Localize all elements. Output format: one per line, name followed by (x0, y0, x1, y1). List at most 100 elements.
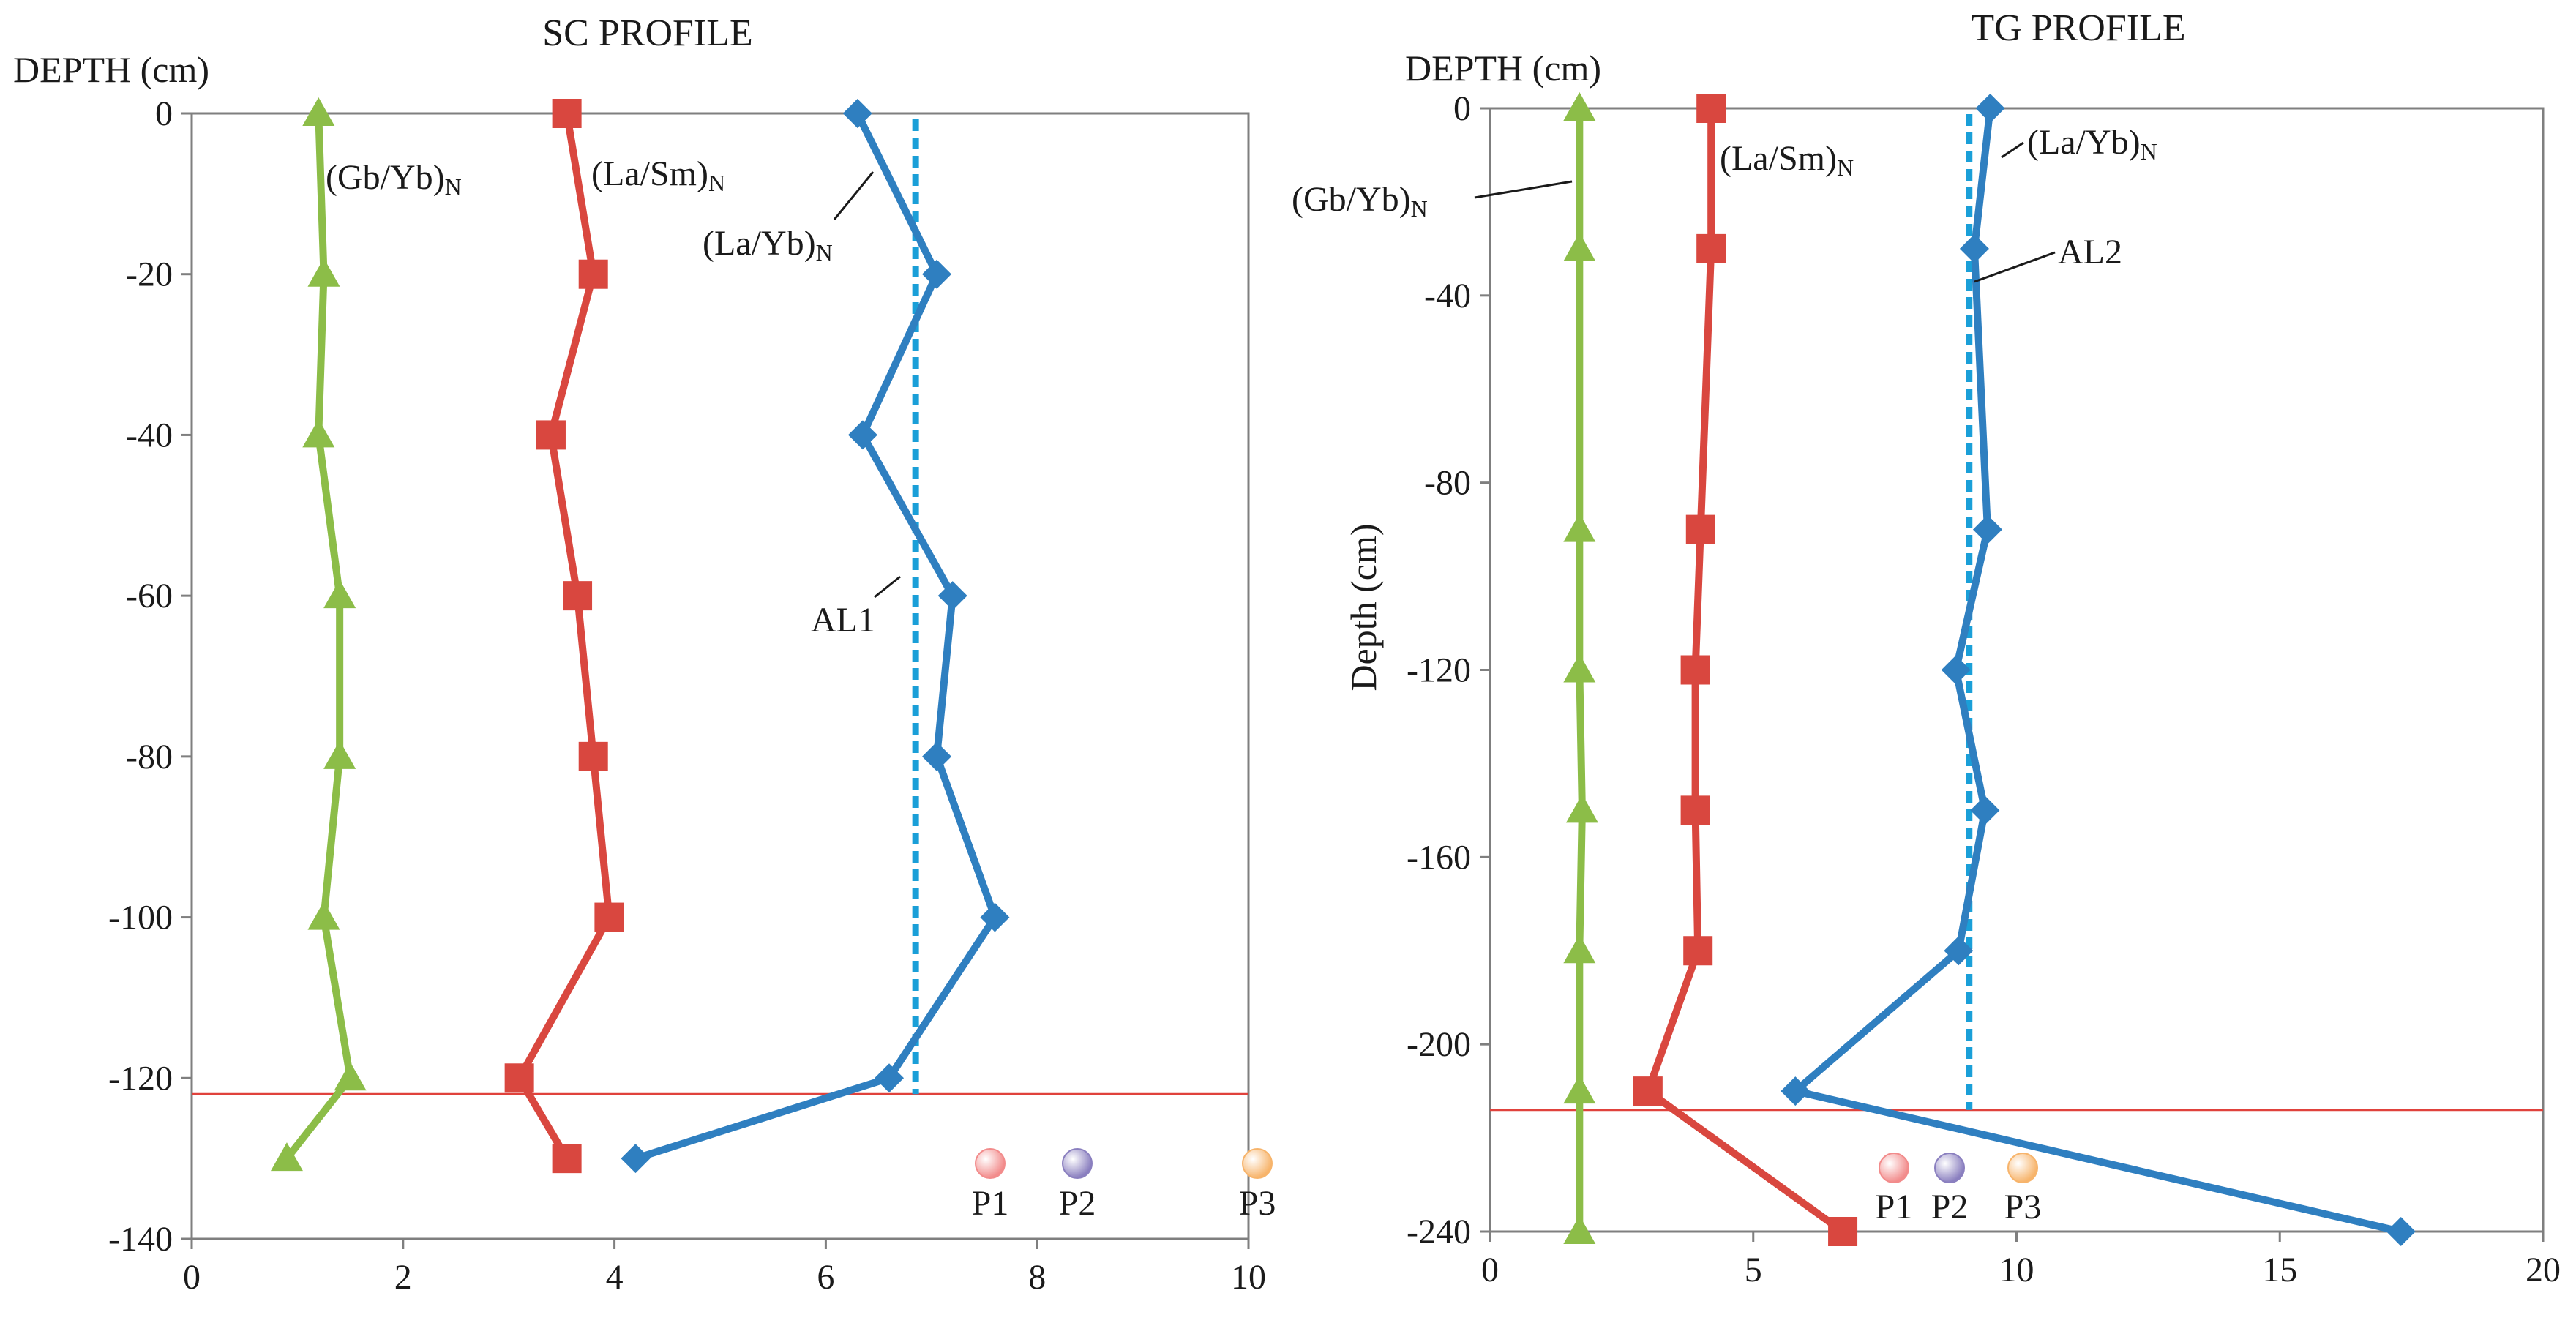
tg-label-la-yb: (La/Yb)N (2027, 123, 2157, 165)
tg-x-tick-label: 5 (1745, 1251, 1762, 1289)
sc-label-la-sm: (La/Sm)N (591, 154, 725, 196)
sc-label-la-yb: (La/Yb)N (703, 224, 833, 266)
sc-series-la_yb-point (922, 259, 952, 289)
tg-plot-area: 0 -40 -80 -120 -160 -200 -240 0 5 10 15 20 (1407, 89, 2561, 1289)
tg-series-gb-line (1576, 105, 1586, 1235)
sc-y-tick-label: -120 (108, 1059, 173, 1098)
sc-series-gb-point (307, 901, 340, 930)
sc-label-al1: AL1 (811, 601, 875, 640)
tg-series-la_yb-point (1975, 94, 2005, 123)
sc-series-la_sm-point (536, 420, 566, 450)
sc-chart-title: SC PROFILE (542, 12, 753, 54)
sc-legend-p1-label: P1 (972, 1184, 1009, 1223)
tg-series-la_yb-point (1941, 655, 1971, 685)
sc-series-la_sm-point (578, 741, 608, 771)
tg-series-gb-point (1563, 232, 1596, 261)
tg-series-la_yb-point (2386, 1217, 2416, 1246)
sc-series-la_yb-point (847, 420, 877, 450)
sc-plot-area: 0 -20 -40 -60 -80 -100 -120 -140 0 2 4 6 8 10 (108, 94, 1266, 1297)
sc-y-tick-label: -20 (126, 255, 173, 294)
tg-series-la_sm-point (1683, 936, 1713, 966)
sc-series-la_yb-point (922, 741, 952, 771)
sc-x-tick-label: 8 (1028, 1258, 1046, 1297)
tg-la-yb-leader-line (2001, 141, 2024, 159)
tg-series-gb-point (1563, 653, 1596, 683)
sc-series-gb-point (302, 419, 335, 448)
tg-plot-frame (1489, 107, 2545, 1233)
tg-y-tick-label: 0 (1453, 89, 1471, 128)
tg-legend-p3-label: P3 (2004, 1188, 2042, 1226)
tg-x-tick-label: 20 (2526, 1251, 2561, 1289)
tg-series-la_yb-point (1944, 936, 1974, 966)
sc-legend-p3-marker (1242, 1148, 1273, 1179)
sc-series-la_yb-point (980, 902, 1010, 932)
tg-series-la_sm-point (1680, 655, 1710, 685)
tg-legend-p3-marker (2007, 1153, 2038, 1183)
tg-series-la_sm-point (1696, 233, 1726, 263)
sc-series-la_yb-point (875, 1063, 905, 1093)
sc-y-axis-label: DEPTH (cm) (13, 49, 209, 90)
sc-series-la_yb-point (842, 99, 872, 128)
tg-series-la_yb-point (1781, 1076, 1811, 1106)
sc-series-la_sm-point (594, 902, 624, 932)
sc-la-yb-leader-line (833, 171, 875, 220)
sc-series-gb-point (334, 1062, 367, 1091)
tg-y-tick-label: -80 (1424, 464, 1471, 503)
tg-series-gb-point (1563, 92, 1596, 121)
sc-legend-p3-label: P3 (1239, 1184, 1276, 1223)
tg-y-tick-label: -200 (1407, 1025, 1471, 1064)
sc-series-gb-point (302, 97, 335, 126)
sc-series-la_sm-point (563, 581, 593, 611)
tg-series-gb-point (1563, 1075, 1596, 1104)
sc-al1-leader-line (874, 575, 901, 599)
tg-series-la_sm-point (1828, 1217, 1858, 1246)
tg-series-gb-point (1563, 513, 1596, 542)
sc-series-la_sm-point (504, 1063, 534, 1093)
tg-series-la_sm-line (1644, 105, 1847, 1235)
tg-series-la_yb-point (1959, 233, 1989, 263)
sc-series-la_yb-line (632, 110, 999, 1163)
tg-y-tick-label: -40 (1424, 277, 1471, 315)
sc-series-la_sm-point (552, 1144, 582, 1174)
sc-x-tick-label: 2 (394, 1258, 412, 1297)
tg-series-gb-point (1565, 794, 1598, 823)
tg-series-la_sm-point (1685, 514, 1715, 544)
tg-series-la_yb-point (1972, 514, 2002, 544)
sc-series-la_sm-point (552, 99, 582, 128)
sc-plot-frame (190, 112, 1250, 1240)
tg-label-al2: AL2 (2058, 233, 2122, 271)
tg-legend-p2-marker (1934, 1153, 1965, 1183)
sc-y-tick-label: -60 (126, 577, 173, 615)
sc-profile-chart: SC PROFILE DEPTH (cm) 0 -20 -40 -60 -80 -100 -… (13, 12, 1276, 1297)
sc-y-tick-label: -100 (108, 899, 173, 937)
tg-series-la_yb-line (1791, 105, 2405, 1235)
sc-series-gb-point (323, 740, 356, 769)
tg-legend-p1-label: P1 (1876, 1188, 1913, 1226)
tg-profile-chart: TG PROFILE DEPTH (cm) Depth (cm) 0 -40 -80… (1292, 7, 2561, 1289)
tg-series-la_sm-point (1633, 1076, 1663, 1106)
sc-series-la_yb-point (621, 1144, 651, 1174)
sc-legend: P1 P2 P3 (972, 1148, 1276, 1223)
sc-series-gb-point (323, 580, 356, 609)
tg-gb-yb-leader-line (1474, 180, 1573, 199)
sc-x-tick-label: 10 (1231, 1258, 1266, 1297)
tg-y-axis-label-side: Depth (cm) (1343, 523, 1384, 691)
tg-x-tick-label: 0 (1481, 1251, 1499, 1289)
sc-y-tick-label: -80 (126, 738, 173, 776)
tg-y-tick-label: -240 (1407, 1213, 1471, 1251)
sc-series-la_yb-point (937, 581, 967, 611)
tg-series-la_yb-point (1970, 795, 2000, 825)
sc-series-gb-point (307, 258, 340, 287)
tg-series-la_sm-point (1696, 94, 1726, 123)
tg-x-tick-label: 15 (2262, 1251, 2297, 1289)
tg-chart-title: TG PROFILE (1971, 7, 2185, 49)
tg-legend-p2-label: P2 (1931, 1188, 1969, 1226)
sc-legend-p1-marker (975, 1148, 1006, 1179)
sc-legend-p2-marker (1062, 1148, 1093, 1179)
sc-series-la_sm-line (515, 110, 613, 1163)
sc-legend-p2-label: P2 (1059, 1184, 1096, 1223)
sc-x-tick-label: 0 (183, 1258, 201, 1297)
sc-series-la_sm-point (578, 259, 608, 289)
tg-series-la_sm-point (1680, 795, 1710, 825)
tg-x-tick-label: 10 (1999, 1251, 2034, 1289)
